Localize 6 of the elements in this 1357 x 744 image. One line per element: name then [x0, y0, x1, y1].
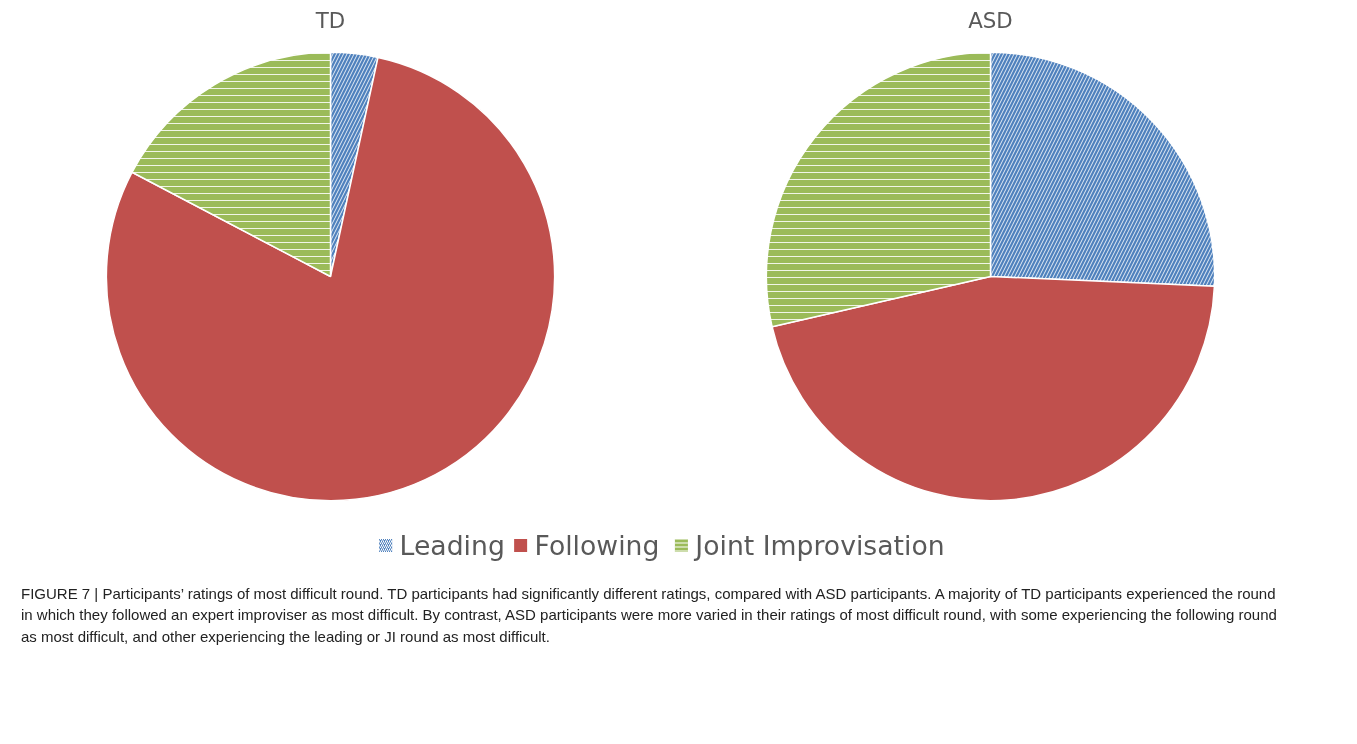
chart-title: ASD — [968, 7, 1013, 33]
chart-title: TD — [314, 7, 346, 33]
legend-label: Joint Improvisation — [693, 530, 945, 561]
legend-label: Following — [534, 530, 660, 561]
caption: FIGURE 7 | Participants’ ratings of most difficult round. TD participants had significantly different ratings, compared with ASD participants. A majority of TD participants experienced the round in which they followed an expert improviser as most difficult. By contrast, ASD participants were more varied in their ratings of most difficult round, with some experiencing the following round as most difficult, and other experiencing the leading or JI round as most difficult. — [21, 584, 1278, 647]
legend-label: Leading — [399, 530, 505, 561]
